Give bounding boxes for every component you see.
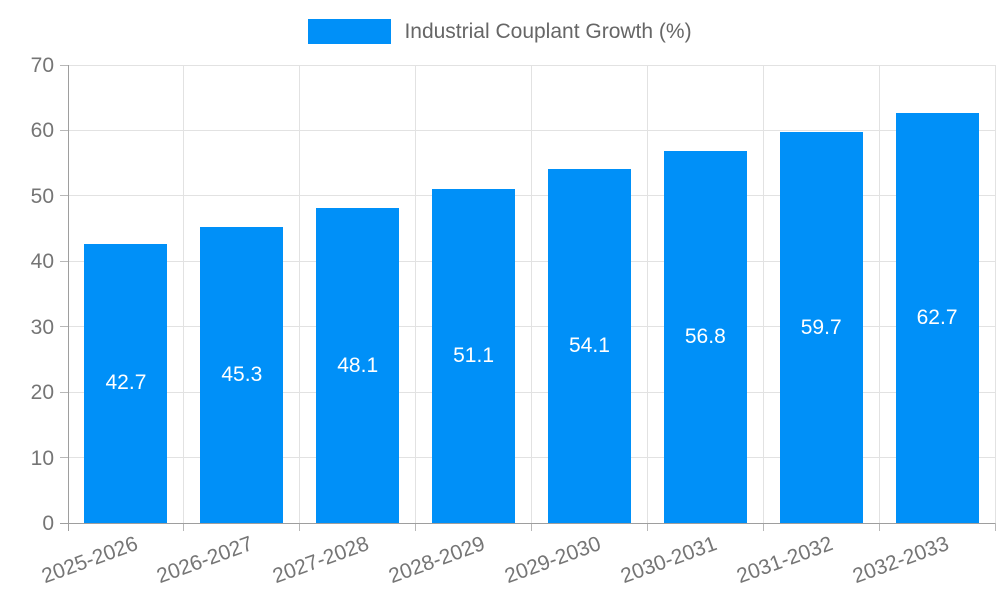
- x-gridline: [415, 65, 417, 523]
- y-axis-tick-label: 40: [30, 250, 54, 274]
- legend-item[interactable]: Industrial Couplant Growth (%): [308, 19, 692, 44]
- x-tick-mark: [646, 523, 648, 531]
- bar: 51.1: [432, 188, 516, 523]
- y-axis-tick-label: 10: [30, 446, 54, 470]
- y-axis-line: [67, 65, 69, 531]
- x-axis-tick-label: 2028-2029: [385, 532, 489, 589]
- x-gridline: [299, 65, 301, 523]
- x-axis-tick-label: 2025-2026: [38, 532, 141, 589]
- bar: 42.7: [84, 243, 168, 523]
- x-gridline: [994, 65, 996, 523]
- x-tick-mark: [531, 523, 532, 531]
- x-axis-tick-label: 2031-2032: [733, 532, 836, 589]
- x-gridline: [531, 65, 532, 523]
- x-tick-mark: [183, 523, 185, 531]
- x-axis-tick-label: 2029-2030: [501, 532, 604, 589]
- legend: Industrial Couplant Growth (%): [0, 19, 1000, 44]
- x-axis-tick-label: 2026-2027: [154, 532, 257, 589]
- y-tick-mark: [60, 129, 68, 131]
- x-tick-mark: [762, 523, 764, 531]
- bar-value-label: 59.7: [800, 315, 842, 339]
- y-axis-tick-label: 70: [30, 54, 54, 77]
- bar: 56.8: [663, 151, 747, 523]
- bar-value-label: 45.3: [221, 362, 263, 386]
- bar-value-label: 56.8: [684, 325, 726, 349]
- legend-label: Industrial Couplant Growth (%): [404, 19, 692, 43]
- x-tick-mark: [994, 523, 996, 531]
- bar: 62.7: [895, 112, 979, 523]
- bar-value-label: 42.7: [105, 371, 147, 395]
- y-tick-mark: [60, 260, 68, 262]
- y-tick-mark: [60, 326, 68, 328]
- y-tick-mark: [60, 64, 68, 66]
- x-gridline: [646, 65, 648, 523]
- x-axis-line: [60, 522, 995, 524]
- x-axis-tick-label: 2027-2028: [269, 532, 373, 589]
- y-axis-tick-label: 20: [30, 381, 54, 405]
- bar: 54.1: [547, 169, 631, 523]
- y-axis-tick-label: 60: [30, 119, 54, 143]
- bar: 45.3: [200, 226, 284, 523]
- x-tick-mark: [878, 523, 880, 531]
- y-tick-mark: [60, 457, 68, 459]
- x-gridline: [762, 65, 764, 523]
- y-axis-tick-label: 0: [42, 512, 54, 535]
- x-axis-tick-label: 2030-2031: [617, 532, 720, 589]
- x-axis-tick-label: 2032-2033: [849, 532, 952, 589]
- x-tick-mark: [299, 523, 301, 531]
- x-gridline: [878, 65, 880, 523]
- bar: 48.1: [316, 208, 400, 523]
- y-tick-mark: [60, 195, 68, 197]
- bar-value-label: 62.7: [916, 305, 958, 329]
- y-axis-tick-label: 30: [30, 315, 54, 339]
- bar-value-label: 48.1: [337, 353, 379, 377]
- bar-value-label: 54.1: [569, 334, 610, 357]
- x-gridline: [183, 65, 185, 523]
- y-axis-tick-label: 50: [30, 184, 54, 208]
- y-tick-mark: [60, 391, 68, 393]
- bar-value-label: 51.1: [453, 343, 494, 367]
- x-tick-mark: [415, 523, 417, 531]
- bar: 59.7: [779, 132, 863, 523]
- legend-swatch: [308, 19, 392, 44]
